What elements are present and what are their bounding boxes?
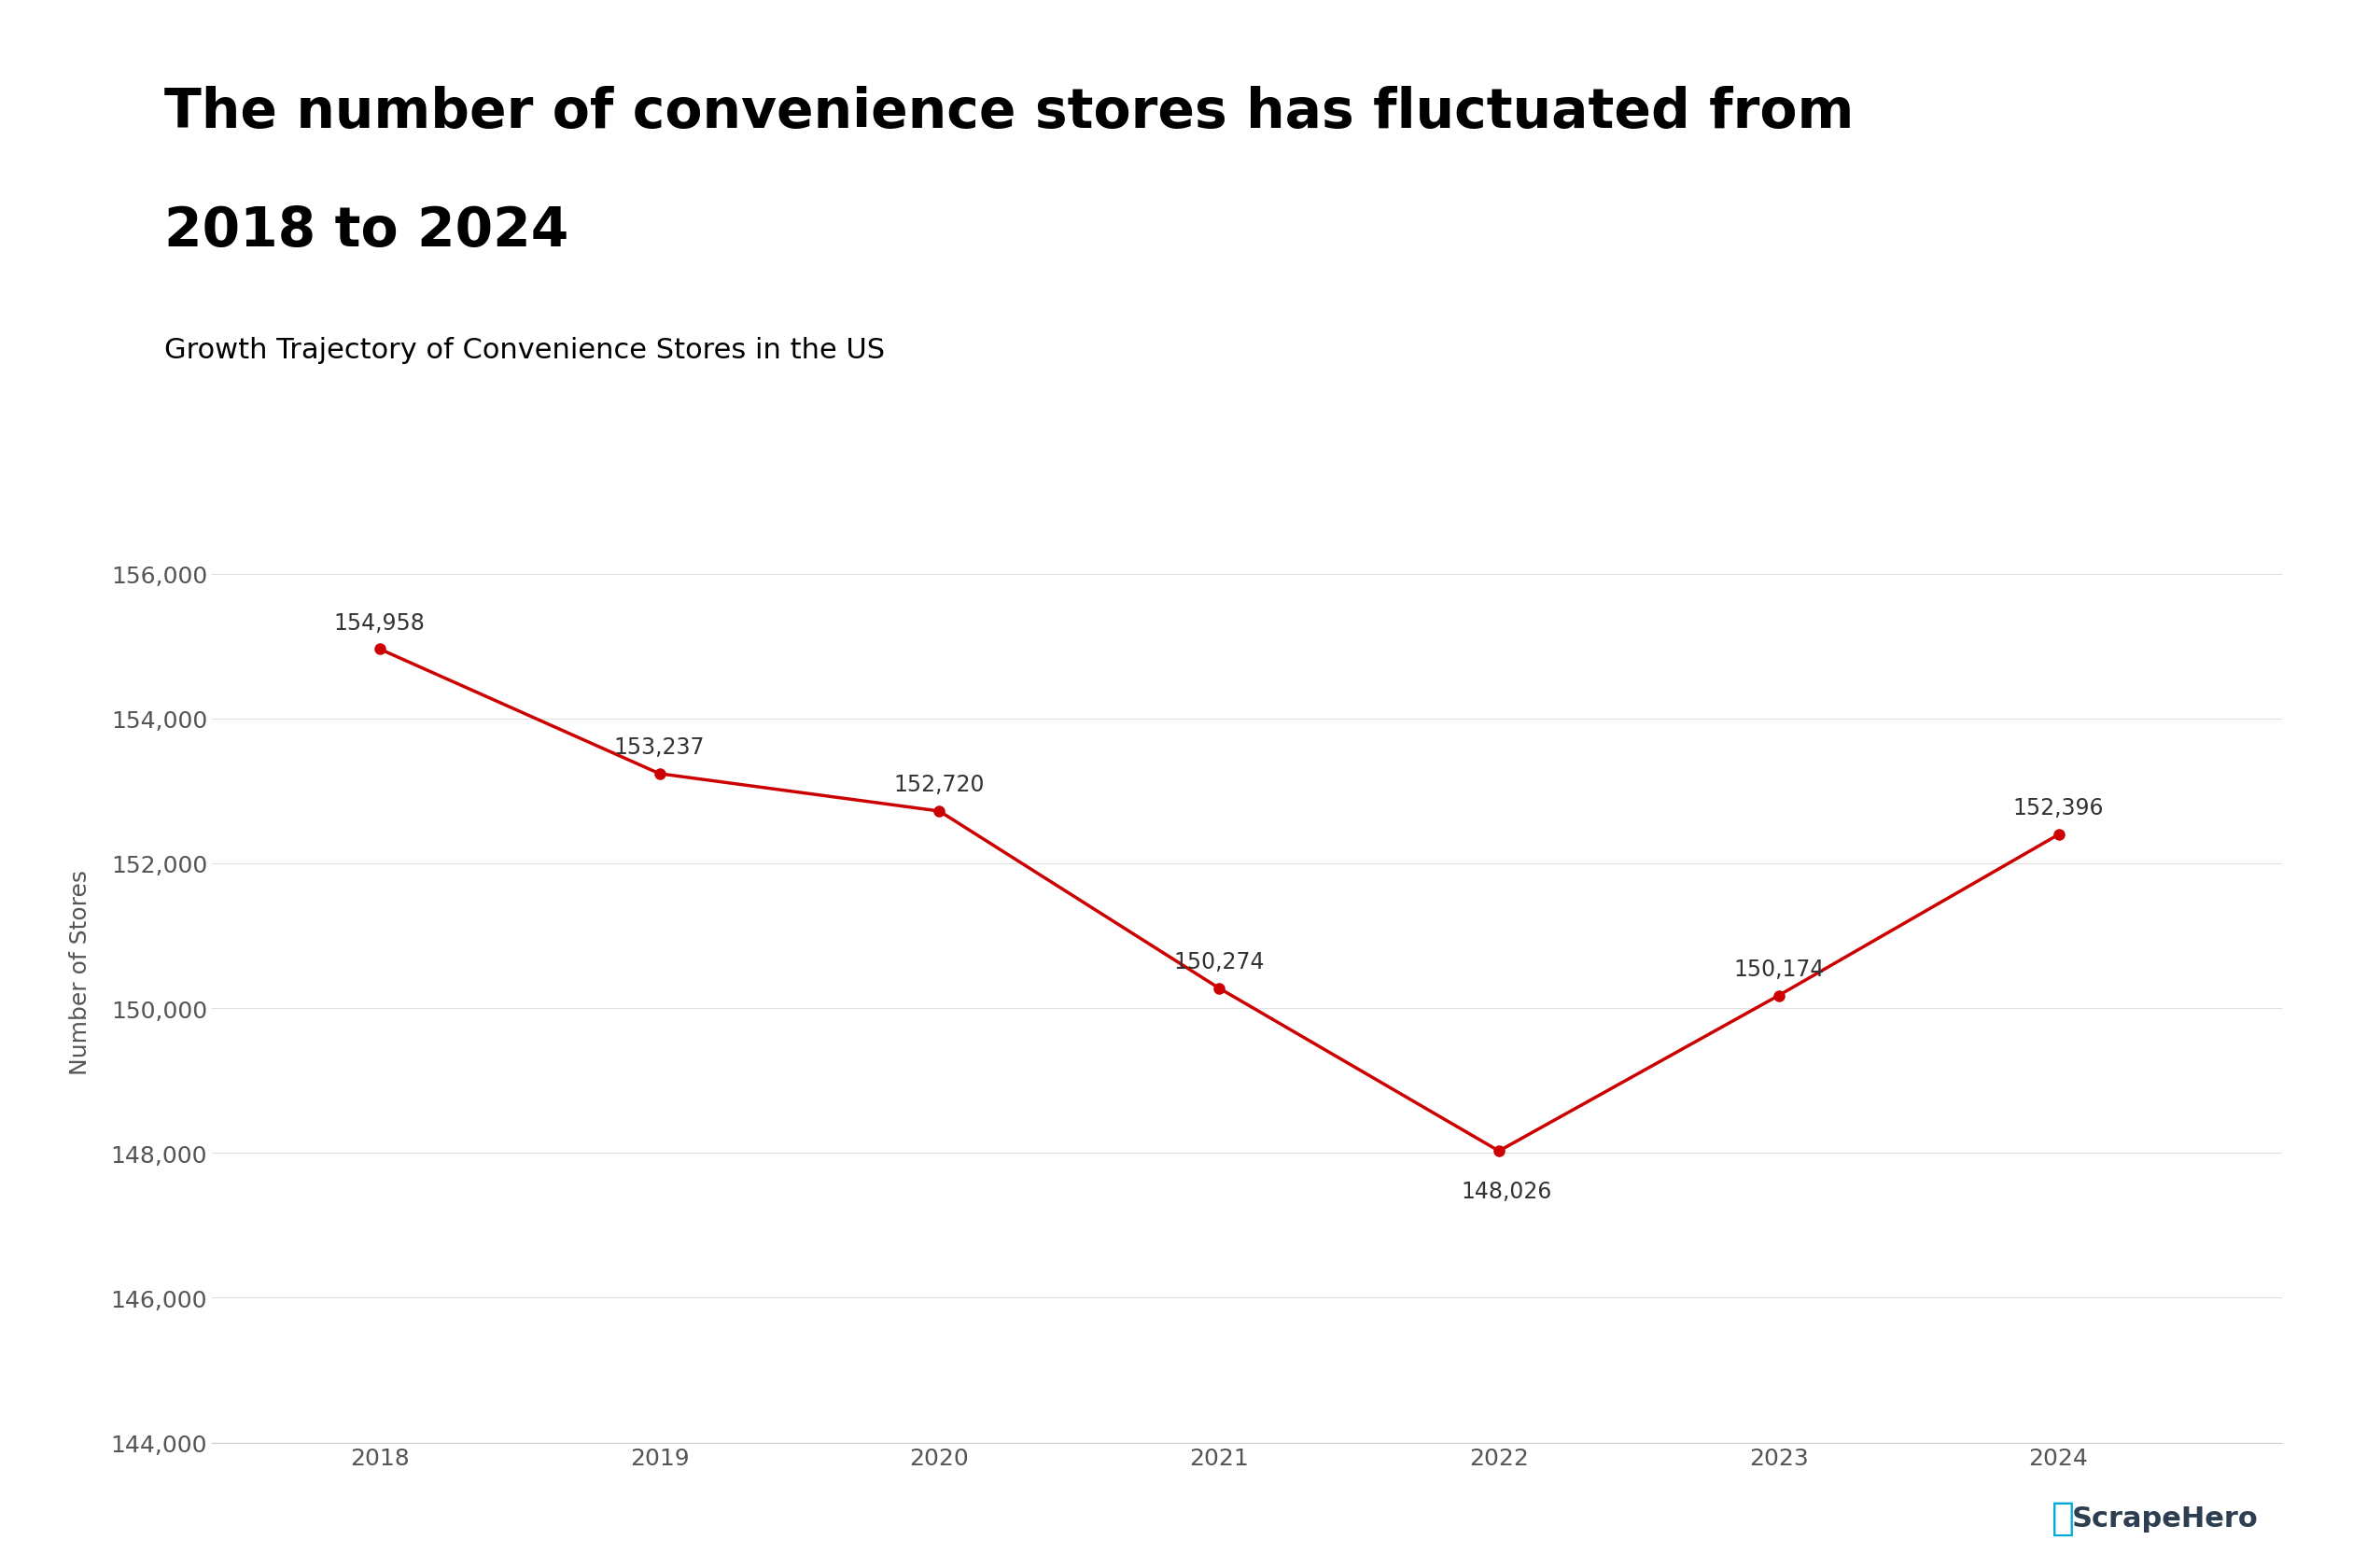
Text: 150,274: 150,274 [1174, 950, 1264, 974]
Y-axis label: Number of Stores: Number of Stores [68, 870, 92, 1074]
Text: ⛨: ⛨ [2052, 1499, 2075, 1537]
Text: The number of convenience stores has fluctuated from: The number of convenience stores has flu… [165, 86, 1854, 140]
Text: 150,174: 150,174 [1734, 958, 1824, 980]
Text: 152,720: 152,720 [894, 773, 986, 797]
Text: 148,026: 148,026 [1461, 1179, 1553, 1203]
Text: ScrapeHero: ScrapeHero [2071, 1504, 2259, 1532]
Text: 154,958: 154,958 [334, 612, 426, 633]
Text: 153,237: 153,237 [614, 735, 706, 759]
Text: 2018 to 2024: 2018 to 2024 [165, 204, 569, 257]
Text: Growth Trajectory of Convenience Stores in the US: Growth Trajectory of Convenience Stores … [165, 337, 885, 364]
Text: 152,396: 152,396 [2014, 797, 2104, 820]
